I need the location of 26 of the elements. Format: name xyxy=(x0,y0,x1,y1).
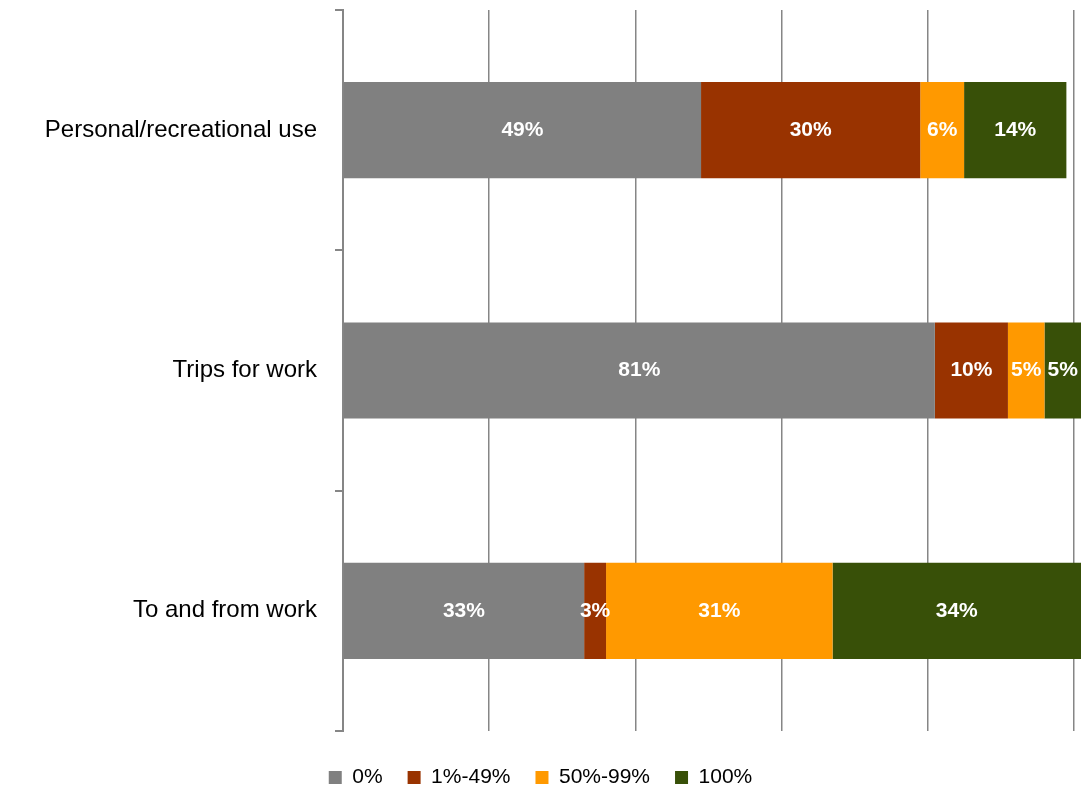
legend-label: 100% xyxy=(698,764,753,786)
data-label: 49% xyxy=(501,116,544,140)
data-label: 31% xyxy=(698,597,741,621)
y-tick-label: Personal/recreational use xyxy=(44,114,317,142)
data-label: 10% xyxy=(950,357,993,381)
data-label: 81% xyxy=(618,357,661,381)
y-tick-label: Trips for work xyxy=(172,355,318,383)
data-label: 6% xyxy=(926,116,958,140)
bar xyxy=(964,82,1067,179)
bar xyxy=(1044,322,1081,419)
bar xyxy=(701,82,921,179)
data-label: 3% xyxy=(579,597,611,621)
legend-label: 1%-49% xyxy=(431,764,511,786)
data-label: 5% xyxy=(1011,357,1042,381)
bar xyxy=(934,322,1008,419)
legend-label: 50%-99% xyxy=(558,764,651,786)
data-label: 34% xyxy=(935,597,979,621)
data-label: 30% xyxy=(789,116,832,140)
y-tick-label: To and from work xyxy=(132,595,318,623)
data-label: 5% xyxy=(1047,357,1079,381)
legend-label: 0% xyxy=(352,764,383,786)
data-label: 14% xyxy=(994,116,1037,140)
bar xyxy=(920,82,965,179)
bar xyxy=(1007,322,1045,419)
data-label: 33% xyxy=(442,597,486,621)
bar xyxy=(832,562,1081,659)
